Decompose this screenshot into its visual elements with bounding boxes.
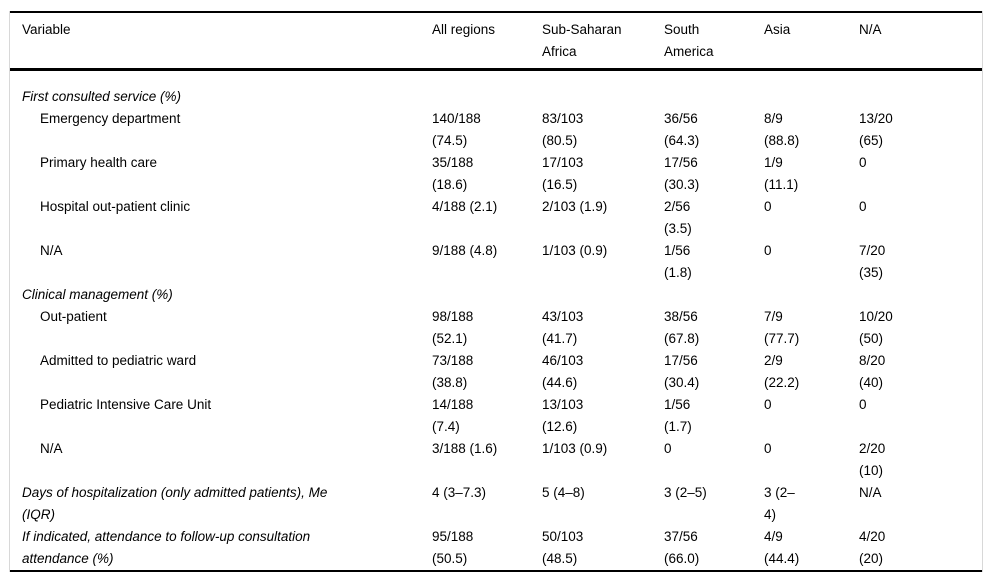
- table-row: Emergency department 140/188 (74.5) 83/103…: [10, 108, 982, 152]
- section-label: Clinical management (%): [22, 287, 173, 302]
- value-cell: 8/9 (88.8): [764, 111, 800, 148]
- value-cell: 1/56 (1.7): [664, 397, 692, 434]
- row-label: Out-patient: [40, 309, 107, 324]
- table-row: Pediatric Intensive Care Unit 14/188 (7.4…: [10, 394, 982, 438]
- value-cell: 2/56 (3.5): [664, 199, 692, 236]
- value-cell: 14/188 (7.4): [432, 397, 474, 434]
- section-row: First consulted service (%): [10, 70, 982, 109]
- value-cell: 4/20 (20): [859, 529, 886, 566]
- value-cell: 36/56 (64.3): [664, 111, 700, 148]
- value-cell: 73/188 (38.8): [432, 353, 474, 390]
- value-cell: 50/103 (48.5): [542, 529, 584, 566]
- value-cell: 140/188 (74.5): [432, 111, 481, 148]
- value-cell: 13/20 (65): [859, 111, 893, 148]
- value-cell: 17/103 (16.5): [542, 155, 584, 192]
- value-cell: 1/103 (0.9): [542, 243, 608, 258]
- row-label: N/A: [40, 243, 63, 258]
- value-cell: 8/20 (40): [859, 353, 886, 390]
- column-header: South America: [664, 12, 764, 71]
- column-header: N/A: [859, 12, 982, 71]
- value-cell: 1/56 (1.8): [664, 243, 692, 280]
- value-cell: 0: [764, 199, 772, 214]
- value-cell: 0: [764, 397, 772, 412]
- row-label: N/A: [40, 441, 63, 456]
- value-cell: 0: [859, 199, 867, 214]
- table-row: Admitted to pediatric ward 73/188 (38.8) 4…: [10, 350, 982, 394]
- column-header: Variable: [10, 12, 432, 71]
- row-label: Hospital out-patient clinic: [40, 199, 191, 214]
- value-cell: 13/103 (12.6): [542, 397, 584, 434]
- value-cell: 4 (3–7.3): [432, 485, 487, 500]
- value-cell: 95/188 (50.5): [432, 529, 474, 566]
- value-cell: 0: [764, 441, 772, 456]
- table-body: First consulted service (%) Emergency dep…: [10, 70, 982, 572]
- value-cell: 98/188 (52.1): [432, 309, 474, 346]
- table-row: If indicated, attendance to follow-up co…: [10, 526, 982, 571]
- value-cell: 3 (2– 4): [764, 485, 795, 522]
- row-label: Pediatric Intensive Care Unit: [40, 397, 212, 412]
- value-cell: 2/103 (1.9): [542, 199, 608, 214]
- section-label: First consulted service (%): [22, 89, 182, 104]
- value-cell: 4/9 (44.4): [764, 529, 800, 566]
- section-row: Clinical management (%): [10, 284, 982, 306]
- value-cell: 4/188 (2.1): [432, 199, 498, 214]
- value-cell: 83/103 (80.5): [542, 111, 584, 148]
- table-row: Out-patient 98/188 (52.1) 43/103 (41.7) 38/…: [10, 306, 982, 350]
- value-cell: 37/56 (66.0): [664, 529, 700, 566]
- header-row: Variable All regions Sub-Saharan Africa Sou…: [10, 12, 982, 71]
- value-cell: 46/103 (44.6): [542, 353, 584, 390]
- column-header: Asia: [764, 12, 859, 71]
- value-cell: 7/9 (77.7): [764, 309, 800, 346]
- value-cell: 17/56 (30.3): [664, 155, 700, 192]
- value-cell: N/A: [859, 485, 882, 500]
- value-cell: 1/103 (0.9): [542, 441, 608, 456]
- value-cell: 35/188 (18.6): [432, 155, 474, 192]
- table-header: Variable All regions Sub-Saharan Africa Sou…: [10, 12, 982, 71]
- value-cell: 1/9 (11.1): [764, 155, 799, 192]
- row-label: If indicated, attendance to follow-up co…: [22, 529, 311, 566]
- table-row: Primary health care 35/188 (18.6) 17/103 (…: [10, 152, 982, 196]
- value-cell: 3/188 (1.6): [432, 441, 498, 456]
- value-cell: 3 (2–5): [664, 485, 707, 500]
- value-cell: 10/20 (50): [859, 309, 893, 346]
- column-header: All regions: [432, 12, 542, 71]
- value-cell: 9/188 (4.8): [432, 243, 498, 258]
- value-cell: 0: [664, 441, 672, 456]
- value-cell: 0: [859, 397, 867, 412]
- table-row: Days of hospitalization (only admitted p…: [10, 482, 982, 526]
- value-cell: 17/56 (30.4): [664, 353, 700, 390]
- value-cell: 43/103 (41.7): [542, 309, 584, 346]
- value-cell: 2/20 (10): [859, 441, 886, 478]
- value-cell: 5 (4–8): [542, 485, 585, 500]
- results-table: Variable All regions Sub-Saharan Africa Sou…: [10, 11, 982, 572]
- row-label: Primary health care: [40, 155, 158, 170]
- table-row: N/A 9/188 (4.8) 1/103 (0.9) 1/56 (1.8) 0 7/20…: [10, 240, 982, 284]
- value-cell: 2/9 (22.2): [764, 353, 800, 390]
- column-header: Sub-Saharan Africa: [542, 12, 664, 71]
- row-label: Admitted to pediatric ward: [40, 353, 197, 368]
- row-label: Emergency department: [40, 111, 181, 126]
- table-container: Variable All regions Sub-Saharan Africa Sou…: [9, 11, 983, 572]
- table-row: Hospital out-patient clinic 4/188 (2.1) 2/…: [10, 196, 982, 240]
- value-cell: 0: [859, 155, 867, 170]
- table-row: N/A 3/188 (1.6) 1/103 (0.9) 0 0 2/20 (10): [10, 438, 982, 482]
- value-cell: 7/20 (35): [859, 243, 886, 280]
- value-cell: 38/56 (67.8): [664, 309, 700, 346]
- row-label: Days of hospitalization (only admitted p…: [22, 485, 328, 522]
- value-cell: 0: [764, 243, 772, 258]
